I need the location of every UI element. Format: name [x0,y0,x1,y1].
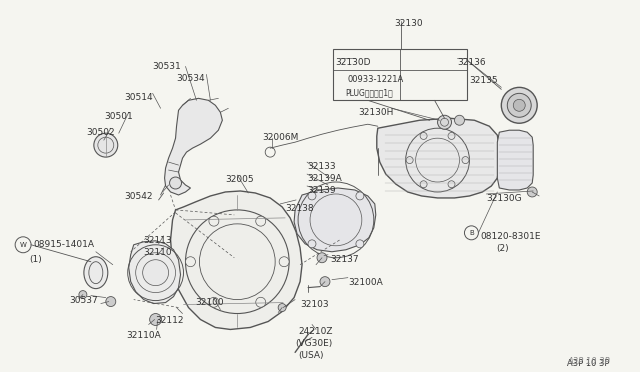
Polygon shape [164,98,222,195]
Text: (2): (2) [497,244,509,253]
Polygon shape [129,241,180,304]
Circle shape [94,133,118,157]
Circle shape [454,115,465,125]
Circle shape [308,240,316,248]
Text: 30514: 30514 [125,93,154,102]
Text: 32137: 32137 [330,255,358,264]
Text: 32110A: 32110A [127,331,161,340]
Text: 30501: 30501 [104,112,132,121]
Text: 32130G: 32130G [486,194,522,203]
Text: 32113: 32113 [143,236,172,245]
Text: (1): (1) [29,255,42,264]
Circle shape [256,216,266,226]
Circle shape [186,257,195,267]
Text: 32136: 32136 [458,58,486,67]
Polygon shape [497,130,533,190]
Circle shape [209,216,219,226]
Text: 32005: 32005 [225,175,254,184]
Text: 32130: 32130 [395,19,423,28]
Circle shape [356,240,364,248]
Text: 32130H: 32130H [358,108,393,117]
Text: 08915-1401A: 08915-1401A [33,240,94,249]
Text: 30531: 30531 [152,62,181,71]
Text: B: B [469,230,474,236]
Text: PLUGプラグ〈1〉: PLUGプラグ〈1〉 [345,89,393,97]
Text: 24210Z: 24210Z [298,327,333,336]
Circle shape [356,192,364,200]
Text: 32139A: 32139A [307,174,342,183]
Circle shape [420,132,427,140]
Text: 30502: 30502 [86,128,115,137]
Circle shape [501,87,537,123]
Text: 32100A: 32100A [348,278,383,287]
Text: 00933-1221A: 00933-1221A [348,76,404,84]
Circle shape [150,314,161,326]
Circle shape [256,297,266,307]
Circle shape [448,132,455,140]
Circle shape [513,99,525,111]
Polygon shape [377,118,499,198]
Circle shape [508,93,531,117]
Text: 32112: 32112 [156,315,184,324]
Text: 32139: 32139 [307,186,335,195]
Circle shape [462,157,469,164]
Circle shape [420,181,427,188]
Polygon shape [171,191,302,330]
Text: 32006M: 32006M [262,133,299,142]
Text: 32135: 32135 [469,76,498,86]
Ellipse shape [84,257,108,289]
Circle shape [308,192,316,200]
Text: 32100: 32100 [195,298,224,307]
Circle shape [170,177,182,189]
Text: 32133: 32133 [307,162,335,171]
Text: A3P 10 3P: A3P 10 3P [567,359,609,368]
Text: 32110: 32110 [143,248,172,257]
Text: W: W [20,242,26,248]
Circle shape [438,115,451,129]
Text: 32130D: 32130D [335,58,371,67]
Text: 30542: 30542 [125,192,153,201]
Circle shape [143,260,168,286]
Polygon shape [294,188,376,252]
Text: (USA): (USA) [298,352,324,360]
Circle shape [106,296,116,307]
Text: A3P 10 3P: A3P 10 3P [567,357,609,366]
Text: 30534: 30534 [177,74,205,83]
Text: 30537: 30537 [69,296,98,305]
Circle shape [317,253,327,263]
Circle shape [279,257,289,267]
Circle shape [527,187,537,197]
Circle shape [79,291,87,299]
Circle shape [448,181,455,188]
Text: 08120-8301E: 08120-8301E [481,232,541,241]
Text: 32138: 32138 [285,204,314,213]
Text: 32103: 32103 [300,299,329,309]
Text: (VG30E): (VG30E) [295,339,332,349]
Circle shape [406,157,413,164]
Circle shape [209,297,219,307]
Circle shape [278,304,286,311]
Circle shape [320,277,330,286]
